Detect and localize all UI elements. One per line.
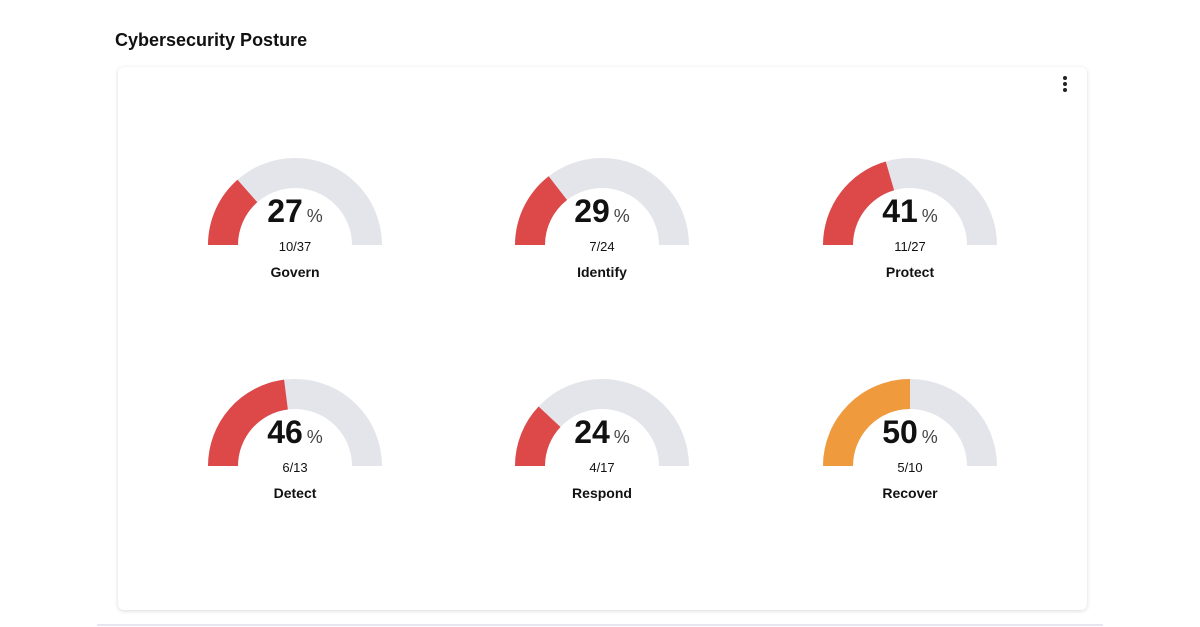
gauge-fill bbox=[515, 176, 568, 245]
gauge-label: Recover bbox=[882, 485, 938, 501]
gauge-fill bbox=[208, 179, 258, 245]
percent-unit: % bbox=[921, 427, 938, 447]
percent-value: 50 bbox=[882, 414, 918, 450]
gauge-protect: 41% 11/27 Protect bbox=[810, 145, 1010, 295]
percent-value: 24 bbox=[574, 414, 610, 450]
gauge-value: 24% bbox=[502, 414, 702, 451]
gauge-fill bbox=[208, 379, 288, 466]
gauge-value: 27% bbox=[195, 193, 395, 230]
gauge-fill bbox=[515, 406, 561, 466]
widget-title: Cybersecurity Posture bbox=[115, 30, 308, 50]
gauge-value: 41% bbox=[810, 193, 1010, 230]
gauge-recover: 50% 5/10 Recover bbox=[810, 366, 1010, 516]
gauge-fill bbox=[823, 161, 895, 245]
gauge-value: 46% bbox=[195, 414, 395, 451]
gauge-label: Detect bbox=[273, 485, 317, 501]
percent-value: 46 bbox=[267, 414, 303, 450]
gauge-fraction: 7/24 bbox=[589, 239, 615, 254]
gauge-label: Identify bbox=[577, 264, 627, 280]
percent-unit: % bbox=[921, 206, 938, 226]
percent-value: 29 bbox=[574, 193, 610, 229]
gauge-label: Protect bbox=[885, 264, 935, 280]
more-vertical-icon[interactable] bbox=[1057, 74, 1073, 94]
gauge-track bbox=[208, 158, 382, 245]
percent-unit: % bbox=[613, 206, 630, 226]
posture-card bbox=[118, 67, 1087, 610]
gauge-fraction: 6/13 bbox=[282, 460, 308, 475]
percent-unit: % bbox=[306, 206, 323, 226]
percent-value: 27 bbox=[267, 193, 303, 229]
gauge-detect: 46% 6/13 Detect bbox=[195, 366, 395, 516]
gauge-track bbox=[515, 158, 689, 245]
gauge-label: Respond bbox=[572, 485, 632, 501]
gauge-fraction: 11/27 bbox=[894, 239, 926, 254]
gauge-fill bbox=[823, 379, 910, 466]
gauge-identify: 29% 7/24 Identify bbox=[502, 145, 702, 295]
gauge-fraction: 10/37 bbox=[278, 239, 312, 254]
gauge-fraction: 5/10 bbox=[897, 460, 923, 475]
gauge-value: 50% bbox=[810, 414, 1010, 451]
gauge-value: 29% bbox=[502, 193, 702, 230]
percent-unit: % bbox=[306, 427, 323, 447]
percent-value: 41 bbox=[882, 193, 918, 229]
gauge-track bbox=[515, 379, 689, 466]
gauge-govern: 27% 10/37 Govern bbox=[195, 145, 395, 295]
gauge-fraction: 4/17 bbox=[589, 460, 615, 475]
gauge-respond: 24% 4/17 Respond bbox=[502, 366, 702, 516]
gauge-label: Govern bbox=[270, 264, 320, 280]
divider bbox=[97, 624, 1103, 626]
percent-unit: % bbox=[613, 427, 630, 447]
